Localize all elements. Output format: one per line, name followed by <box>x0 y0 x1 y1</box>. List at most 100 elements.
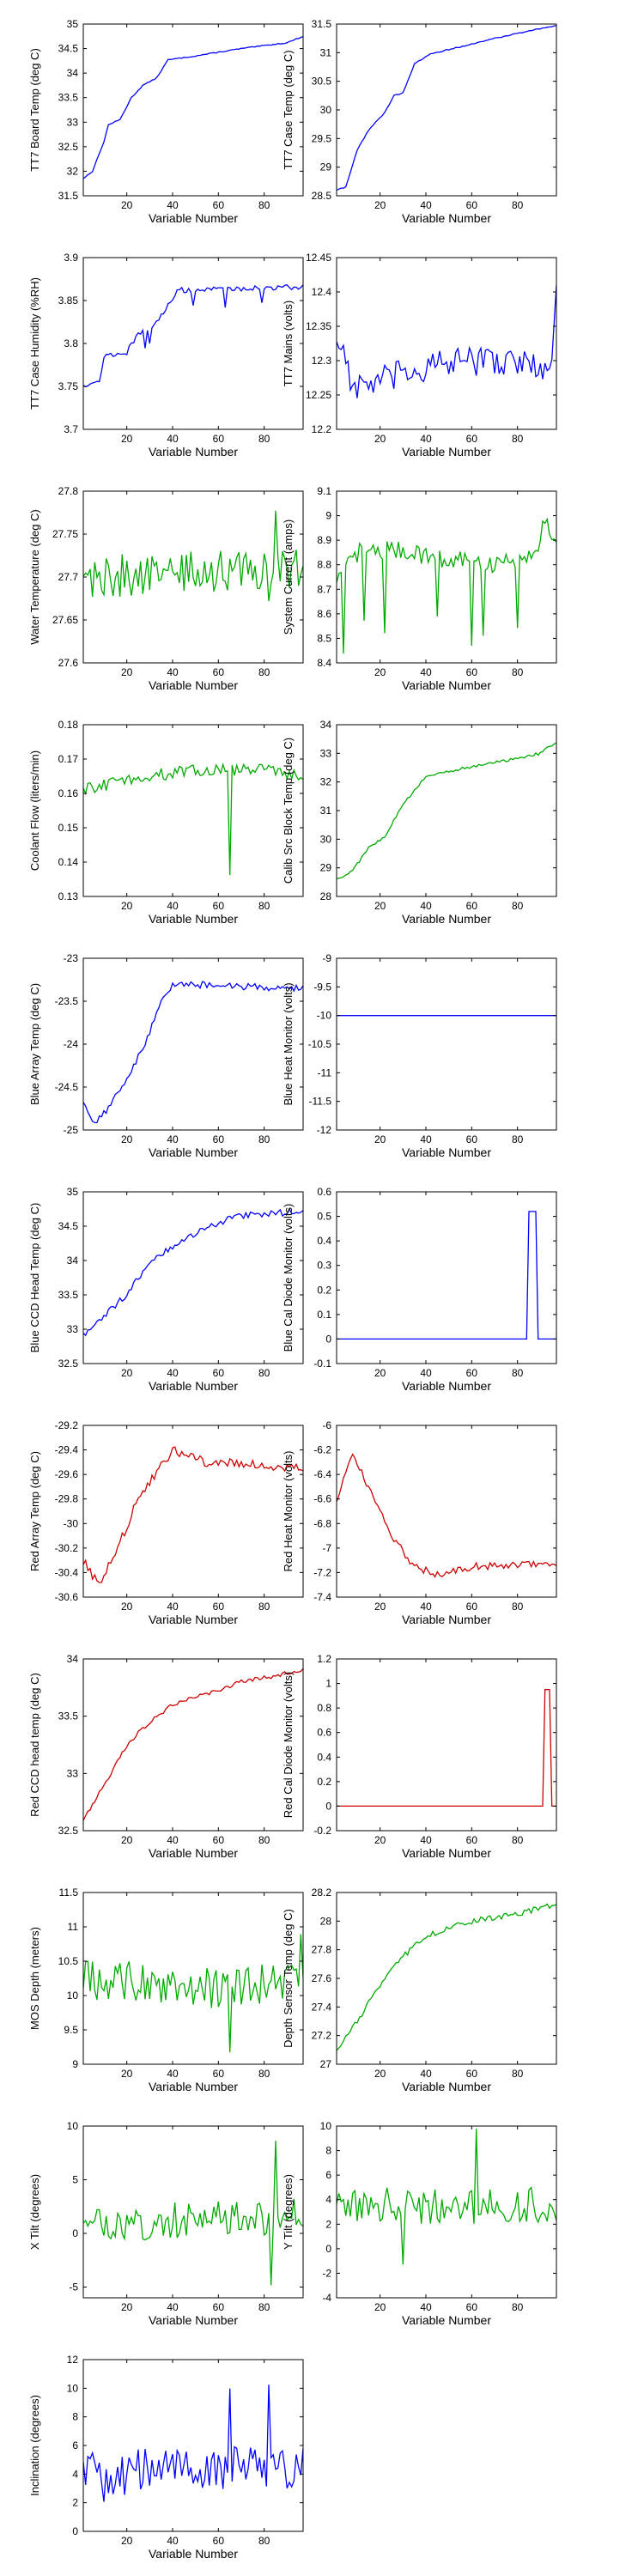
series-line-21 <box>83 2385 303 2502</box>
y-tick-label: 10 <box>67 1990 79 2002</box>
y-tick-label: -9.5 <box>313 981 331 993</box>
series-line-8 <box>337 742 556 879</box>
y-axis-label: Blue Heat Monitor (volts) <box>282 982 295 1105</box>
chart-panel-21: 0 2 4 6 8 10 12 20 40 60 80 Variable Number Inclinat… <box>28 2354 304 2561</box>
y-tick-label: 0.14 <box>58 856 79 868</box>
series-line-5 <box>83 510 303 602</box>
y-axis-label: Water Temperature (deg C) <box>28 509 41 645</box>
x-axis-label: Variable Number <box>149 445 238 459</box>
y-tick-label: 0.2 <box>317 1284 331 1296</box>
y-tick-label: 0 <box>325 1800 331 1812</box>
x-axis-label: Variable Number <box>149 2313 238 2327</box>
x-tick-label: 80 <box>512 433 524 445</box>
y-tick-label: 0.8 <box>317 1702 331 1714</box>
x-tick-label: 80 <box>512 900 524 912</box>
y-tick-label: 0.4 <box>317 1751 331 1763</box>
y-tick-label: -24.5 <box>55 1081 79 1093</box>
y-tick-label: 12.4 <box>312 286 332 298</box>
x-tick-label: 20 <box>374 1834 386 1846</box>
y-tick-label: 1.2 <box>317 1653 331 1665</box>
y-tick-label: 0 <box>72 2525 78 2537</box>
x-tick-label: 20 <box>121 1834 133 1846</box>
x-tick-label: 60 <box>213 1367 225 1379</box>
y-tick-label: -6.2 <box>313 1444 331 1456</box>
y-tick-label: 0.18 <box>58 719 79 731</box>
y-axis-label: Blue CCD Head Temp (deg C) <box>28 1203 41 1353</box>
y-tick-label: 3.85 <box>58 295 79 307</box>
x-tick-label: 20 <box>374 2068 386 2080</box>
y-axis-label: TT7 Mains (volts) <box>282 301 295 386</box>
y-tick-label: -6.4 <box>313 1468 331 1480</box>
x-tick-label: 40 <box>420 2301 432 2313</box>
chart-panel-5: 27.6 27.65 27.7 27.75 27.8 20 40 60 80 Variable N… <box>28 485 304 692</box>
x-tick-label: 40 <box>420 666 432 678</box>
plot-frame <box>336 724 557 897</box>
y-tick-label: 33 <box>67 1323 79 1335</box>
x-tick-label: 20 <box>374 2301 386 2313</box>
x-axis-label: Variable Number <box>402 2313 491 2327</box>
x-tick-label: 40 <box>167 900 179 912</box>
y-tick-label: 12.45 <box>306 252 331 264</box>
x-tick-label: 60 <box>466 2301 478 2313</box>
x-tick-label: 40 <box>167 2535 179 2547</box>
chart-panel-3: 3.7 3.75 3.8 3.85 3.9 20 40 60 80 Variable Number… <box>28 252 304 459</box>
y-tick-label: -29.2 <box>55 1419 79 1431</box>
x-tick-label: 40 <box>167 433 179 445</box>
y-tick-label: 8 <box>325 2145 331 2157</box>
y-tick-label: 8 <box>72 2411 78 2423</box>
plot-frame <box>336 2125 557 2299</box>
y-tick-label: 2 <box>325 2218 331 2230</box>
x-tick-label: 60 <box>213 1601 225 1613</box>
y-tick-label: 27.6 <box>58 657 79 669</box>
plot-frame <box>82 1425 304 1598</box>
x-axis-label: Variable Number <box>402 1145 491 1159</box>
x-tick-label: 20 <box>374 666 386 678</box>
x-tick-label: 40 <box>167 1601 179 1613</box>
y-tick-label: 33 <box>320 747 332 759</box>
y-tick-label: 5 <box>72 2174 78 2186</box>
y-tick-label: -23.5 <box>55 995 79 1007</box>
y-tick-label: 33 <box>67 1767 79 1779</box>
y-tick-label: 29 <box>320 862 332 874</box>
x-tick-label: 60 <box>213 199 225 211</box>
y-tick-label: 30 <box>320 833 332 845</box>
x-axis-label: Variable Number <box>149 1145 238 1159</box>
y-tick-label: -10 <box>317 1010 332 1022</box>
y-tick-label: 0.2 <box>317 1776 331 1788</box>
x-tick-label: 80 <box>512 2068 524 2080</box>
y-tick-label: 11 <box>68 1921 79 1933</box>
y-tick-label: 27.6 <box>312 1972 332 1984</box>
y-tick-label: 33.5 <box>58 1710 79 1722</box>
y-tick-label: -7.4 <box>313 1591 331 1603</box>
y-tick-label: -30 <box>64 1517 79 1529</box>
y-tick-label: 4 <box>325 2194 331 2206</box>
x-tick-label: 60 <box>466 1133 478 1145</box>
series-line-20 <box>337 2129 556 2265</box>
x-tick-label: 80 <box>258 2535 270 2547</box>
x-tick-label: 20 <box>121 1133 133 1145</box>
chart-panel-17: 9 9.5 10 10.5 11 11.5 20 40 60 80 Variable Number M… <box>28 1886 304 2093</box>
y-tick-label: -25 <box>64 1124 79 1136</box>
y-tick-label: 0.15 <box>58 822 79 834</box>
y-tick-label: 32.5 <box>58 1825 79 1837</box>
x-tick-label: 20 <box>121 199 133 211</box>
y-tick-label: 10 <box>67 2120 79 2132</box>
x-tick-label: 60 <box>466 666 478 678</box>
y-tick-label: 28.5 <box>312 190 332 202</box>
x-tick-label: 20 <box>121 666 133 678</box>
y-axis-label: Red Array Temp (deg C) <box>28 1451 41 1571</box>
y-tick-label: 3.75 <box>58 380 79 392</box>
plot-frame <box>336 1658 557 1832</box>
x-tick-label: 60 <box>466 900 478 912</box>
plot-frame <box>82 1892 304 2065</box>
chart-panel-7: 0.13 0.14 0.15 0.16 0.17 0.18 20 40 60 80 Variable… <box>28 719 304 926</box>
y-tick-label: 0.4 <box>317 1235 331 1247</box>
y-tick-label: 0.3 <box>317 1260 331 1272</box>
x-axis-label: Variable Number <box>149 912 238 926</box>
x-tick-label: 40 <box>420 199 432 211</box>
x-tick-label: 60 <box>213 2301 225 2313</box>
x-tick-label: 40 <box>420 1367 432 1379</box>
y-tick-label: 27.75 <box>52 528 78 540</box>
y-tick-label: 8.8 <box>317 559 331 571</box>
chart-panel-10: -12 -11.5 -11 -10.5 -10 -9.5 -9 20 40 60 80 Variabl… <box>282 952 557 1159</box>
